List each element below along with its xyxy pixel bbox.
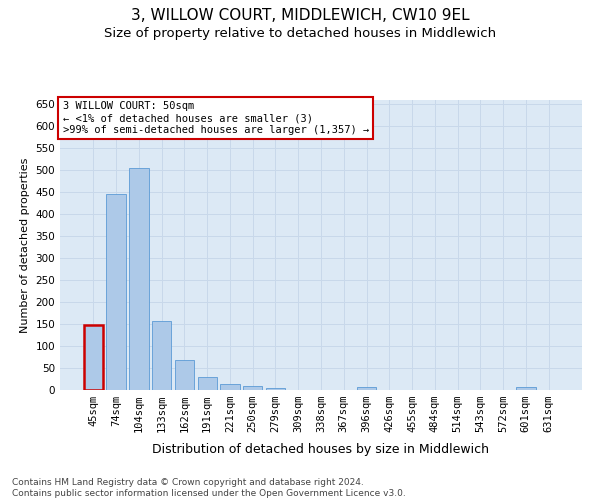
- Text: 3 WILLOW COURT: 50sqm
← <1% of detached houses are smaller (3)
>99% of semi-deta: 3 WILLOW COURT: 50sqm ← <1% of detached …: [62, 102, 369, 134]
- Bar: [152, 320, 172, 390]
- Bar: [266, 388, 285, 390]
- Bar: [357, 388, 376, 390]
- Bar: [129, 168, 149, 390]
- Text: Contains HM Land Registry data © Crown copyright and database right 2024.
Contai: Contains HM Land Registry data © Crown c…: [12, 478, 406, 498]
- Bar: [175, 360, 194, 390]
- Text: 3, WILLOW COURT, MIDDLEWICH, CW10 9EL: 3, WILLOW COURT, MIDDLEWICH, CW10 9EL: [131, 8, 469, 22]
- Bar: [197, 377, 217, 390]
- Bar: [84, 326, 103, 390]
- Text: Distribution of detached houses by size in Middlewich: Distribution of detached houses by size …: [152, 442, 490, 456]
- Bar: [516, 388, 536, 390]
- Bar: [106, 194, 126, 390]
- Y-axis label: Number of detached properties: Number of detached properties: [20, 158, 30, 332]
- Bar: [243, 386, 262, 390]
- Bar: [220, 384, 239, 390]
- Text: Size of property relative to detached houses in Middlewich: Size of property relative to detached ho…: [104, 28, 496, 40]
